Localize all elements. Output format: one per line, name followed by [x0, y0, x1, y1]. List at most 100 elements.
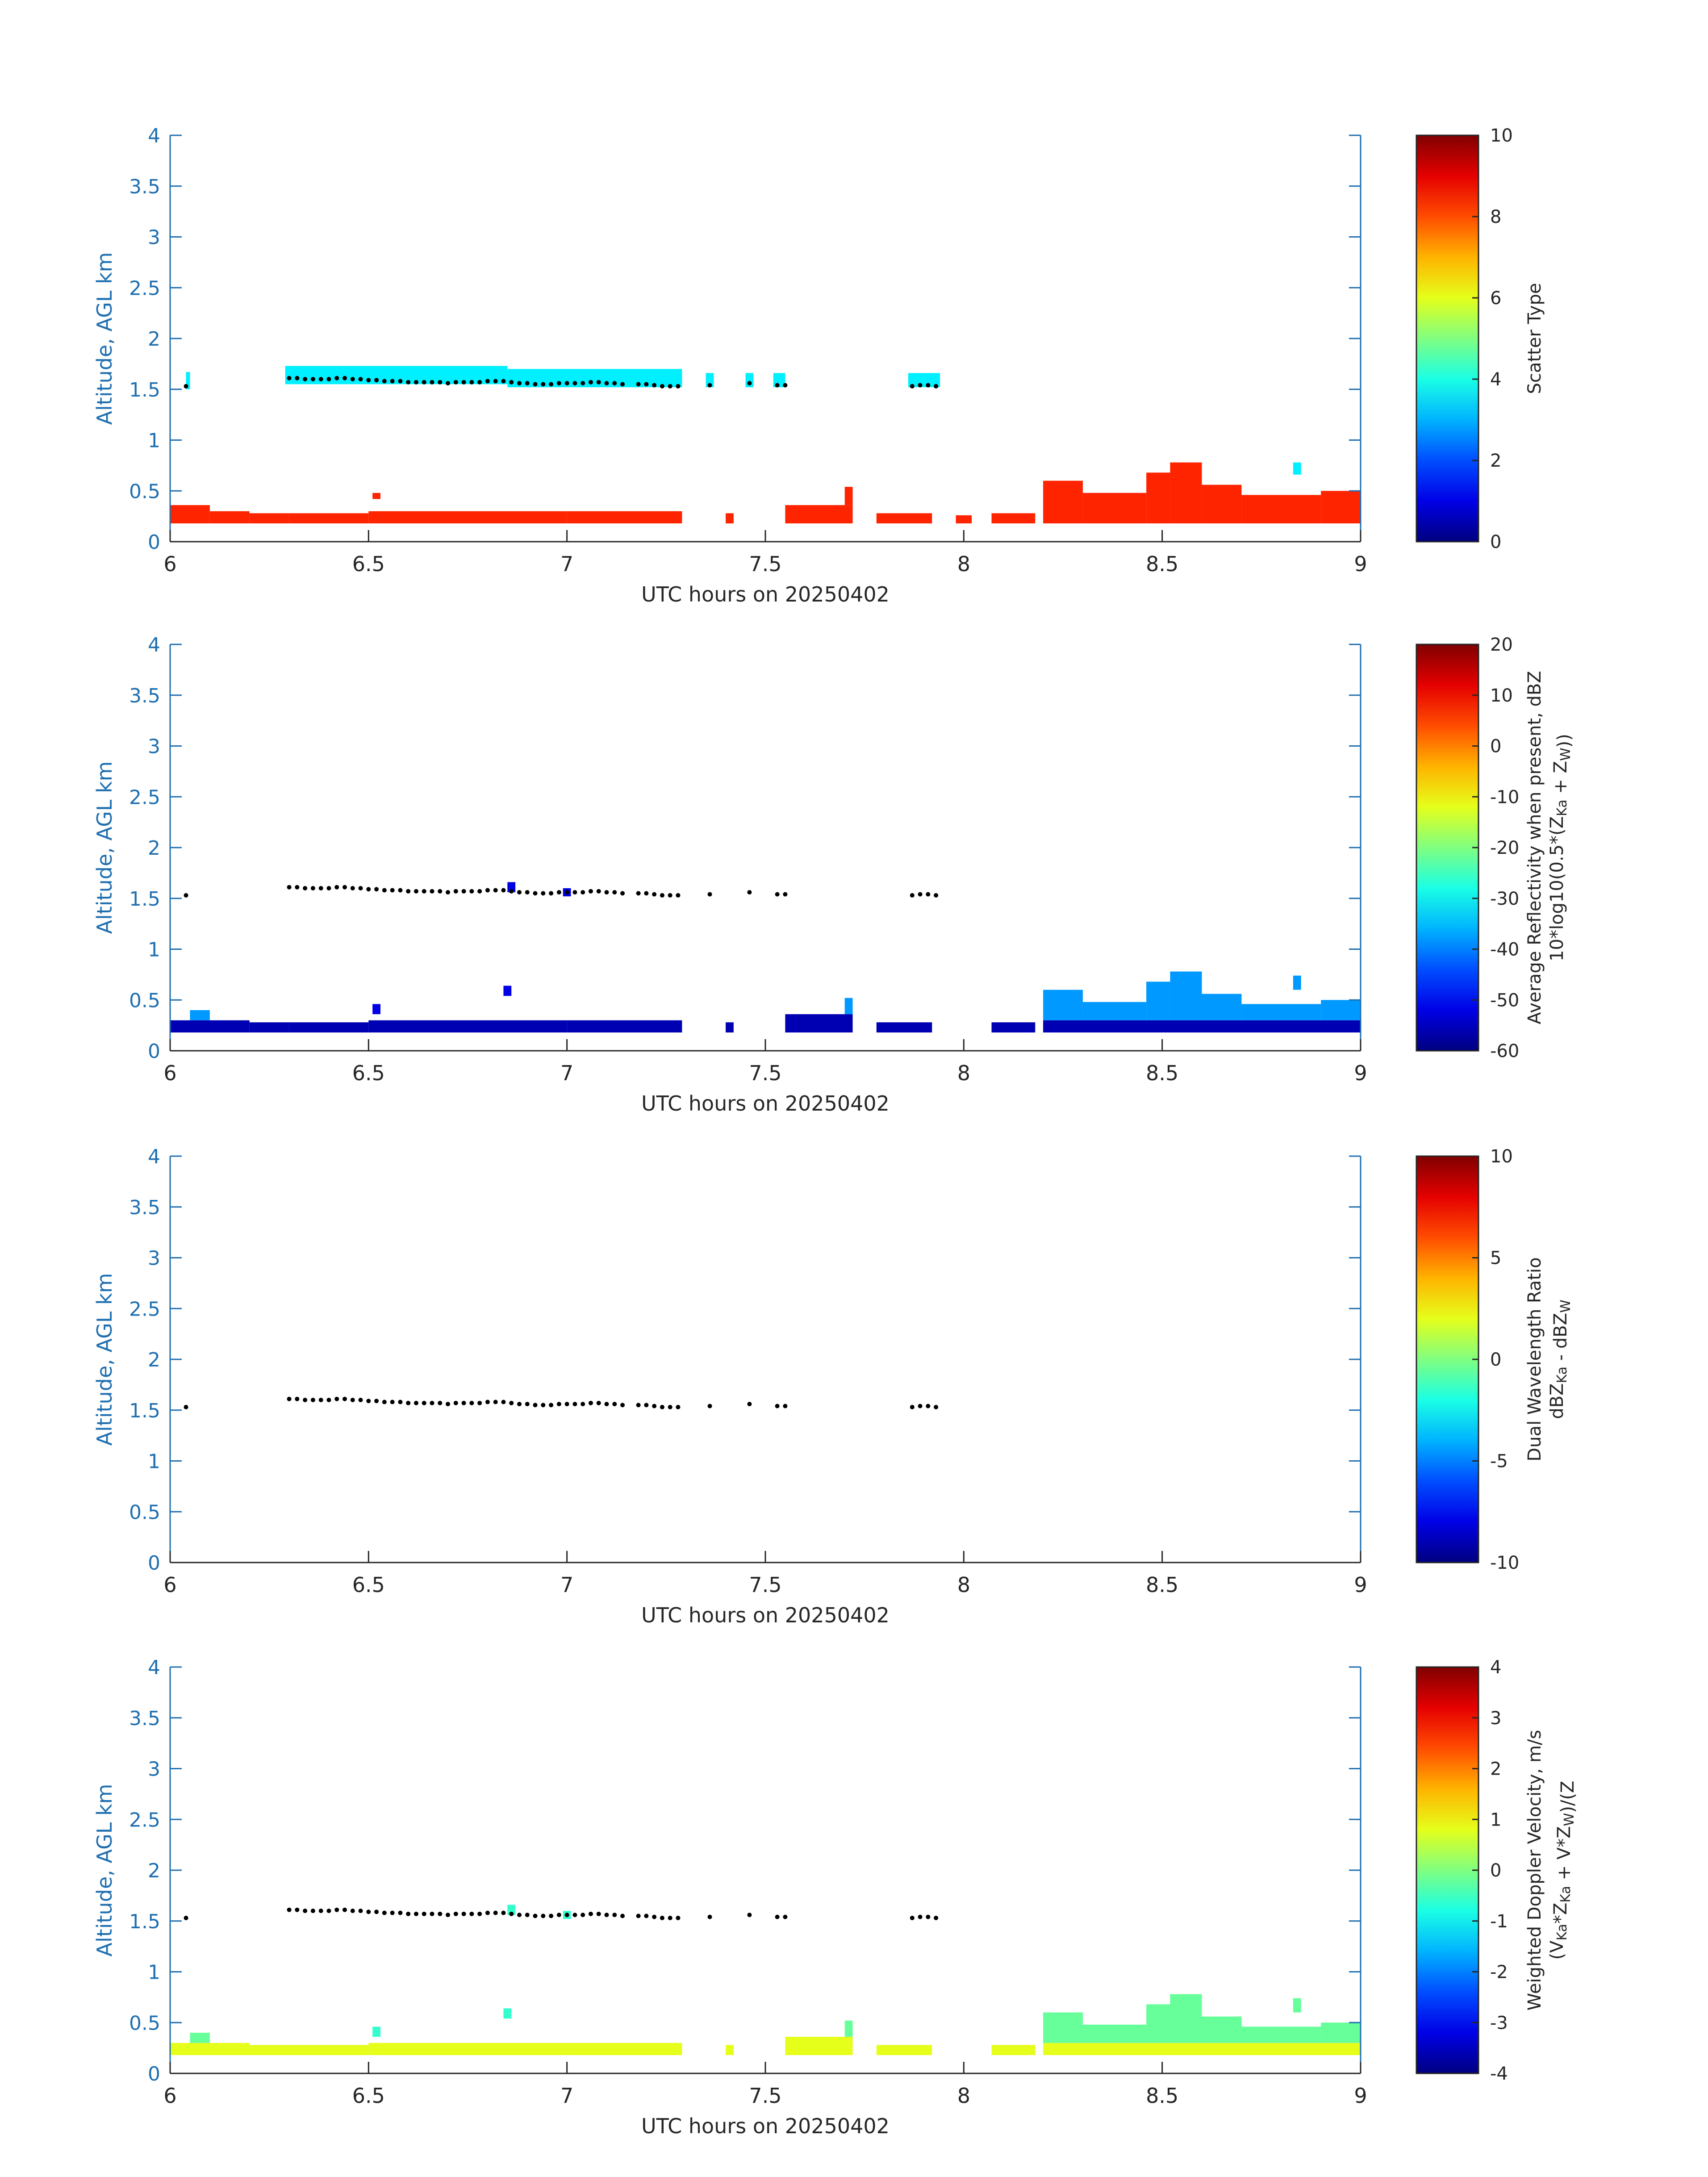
cloud-base-marker [366, 1399, 371, 1404]
cloud-base-marker [525, 890, 530, 895]
data-cell-upper-low-level-echoes [1202, 994, 1242, 1020]
y-tick-label: 1.5 [129, 1400, 160, 1422]
colorbar-label: Average Reflectivity when present, dBZ [1524, 671, 1545, 1024]
data-cell-upper-low-level-echoes [1170, 971, 1202, 1020]
cloud-base-marker [918, 1404, 923, 1408]
cloud-base-marker [620, 382, 625, 387]
cloud-base-marker [644, 1914, 649, 1918]
cloud-base-marker [485, 1910, 490, 1915]
cloud-base-marker [604, 1402, 609, 1407]
cloud-base-marker [525, 1402, 530, 1407]
y-tick-label: 3 [148, 1758, 160, 1781]
formula-subscript: Ka [1554, 1924, 1570, 1941]
data-cell-near-surface-echoes [368, 1020, 567, 1033]
data-cell-near-surface-layer [249, 513, 289, 524]
colorbar-tick-label: 3 [1490, 1708, 1501, 1729]
data-cell-near-surface-layer [876, 513, 932, 524]
cloud-base-marker [342, 885, 347, 890]
cloud-base-marker [707, 383, 712, 388]
data-cell-upper-low-level-echoes [1170, 1994, 1202, 2043]
colorbar-tick-label: 6 [1490, 288, 1501, 309]
colorbar-label: Dual Wavelength Ratio [1524, 1257, 1545, 1461]
cloud-base-marker [382, 1910, 387, 1915]
cloud-base-marker [580, 890, 585, 895]
colorbar-tick-label: 0 [1490, 532, 1501, 552]
formula-part: *Z [1550, 1903, 1571, 1924]
cloud-base-marker [342, 376, 347, 380]
data-cell-upper-low-level-echoes [1082, 2024, 1147, 2043]
x-tick-label: 8 [957, 552, 970, 576]
y-axis-label: Altitude, AGL km [92, 1273, 117, 1446]
cloud-base-marker [509, 1400, 514, 1405]
cloud-base-marker [541, 1914, 546, 1918]
y-tick-label: 4 [148, 125, 160, 147]
data-cell-upper-low-level-echoes [1241, 1004, 1321, 1020]
cloud-base-marker [501, 1910, 506, 1915]
cloud-base-marker [580, 1402, 585, 1407]
cloud-base-marker [620, 891, 625, 896]
y-tick-label: 4 [148, 1145, 160, 1168]
cloud-base-marker [676, 1915, 681, 1920]
x-tick-label: 7 [560, 552, 573, 576]
cloud-base-marker [453, 380, 458, 384]
data-cell-upper-low-level-echoes [1043, 990, 1083, 1020]
x-tick-label: 9 [1354, 1061, 1367, 1085]
data-cell-near-surface-layer [289, 513, 369, 524]
cloud-base-marker [588, 380, 593, 384]
cloud-base-marker [318, 1909, 323, 1913]
cloud-base-marker [588, 889, 593, 894]
cloud-base-marker [453, 1911, 458, 1916]
x-tick-label: 8.5 [1146, 552, 1178, 576]
cloud-base-marker [541, 1403, 546, 1408]
cloud-base-marker [652, 383, 657, 388]
cloud-base-marker [287, 885, 292, 890]
cloud-base-marker [652, 1404, 657, 1408]
y-tick-label: 0.5 [129, 480, 160, 503]
data-cell-near-surface-echoes [170, 1020, 250, 1033]
cloud-base-marker [517, 1913, 522, 1918]
cloud-base-marker [303, 1398, 308, 1402]
cloud-base-marker [564, 1402, 569, 1407]
cloud-base-marker [926, 383, 931, 388]
cloud-base-marker [430, 889, 434, 894]
colorbar-tick-label: -4 [1490, 2064, 1508, 2084]
colorbar: -60 -50 -40 -30 -20 -10 0 10 20 Average Reflectiv… [1416, 635, 1574, 1061]
data-cell-near-surface-echoes [991, 1022, 1036, 1033]
cloud-base-marker [334, 1396, 339, 1401]
cloud-base-marker [556, 381, 561, 386]
cloud-base-marker [350, 1398, 355, 1402]
cloud-base-marker [775, 383, 780, 388]
formula-subscript: Ka [1558, 1886, 1574, 1903]
y-tick-label: 2.5 [129, 786, 160, 809]
x-tick-label: 7.5 [749, 1573, 781, 1597]
x-tick-label: 9 [1354, 1573, 1367, 1597]
cloud-base-marker [461, 1400, 466, 1405]
y-tick-label: 1 [148, 430, 160, 452]
cloud-base-marker [707, 892, 712, 897]
colorbar-tick-label: 2 [1490, 451, 1501, 471]
cloud-base-marker [549, 1914, 554, 1918]
cloud-base-marker [485, 888, 490, 893]
data-cell-near-surface-echoes [785, 1014, 853, 1033]
cloud-base-marker [382, 888, 387, 893]
cloud-base-marker [469, 889, 474, 894]
cloud-base-marker [287, 1396, 292, 1401]
cloud-base-marker [644, 1403, 649, 1408]
colorbar-scale [1416, 134, 1479, 543]
cloud-base-marker [326, 886, 331, 890]
cloud-base-marker [926, 1404, 931, 1408]
cloud-base-marker [413, 1911, 418, 1916]
data-cell-cloud-echoes [507, 1905, 516, 1915]
cloud-base-marker [413, 380, 418, 384]
cloud-base-marker [572, 381, 577, 386]
x-tick-label: 6.5 [352, 1061, 385, 1085]
cloud-base-marker [461, 1911, 466, 1916]
cloud-base-marker [636, 1403, 641, 1408]
cloud-base-marker [910, 1404, 915, 1409]
cloud-base-marker [572, 1913, 577, 1918]
data-cell-near-surface-layer [1241, 495, 1321, 524]
cloud-base-marker [453, 889, 458, 894]
cloud-base-marker [390, 1910, 395, 1915]
data-cell-near-surface-echoes [876, 2045, 932, 2056]
x-tick-label: 8 [957, 1573, 970, 1597]
